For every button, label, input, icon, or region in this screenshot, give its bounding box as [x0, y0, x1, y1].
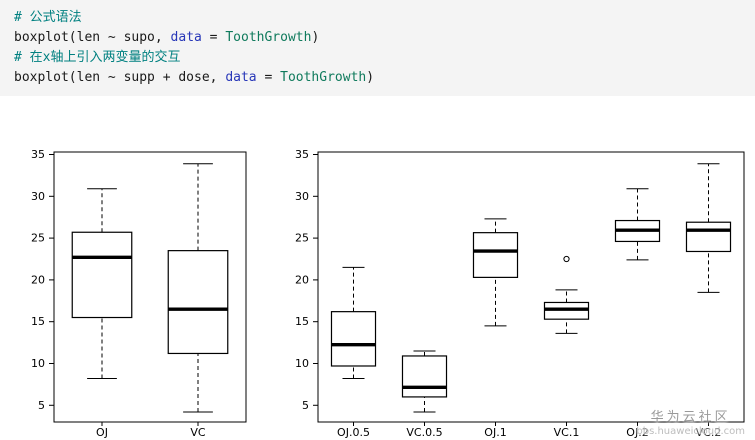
code-token: = — [201, 30, 226, 45]
watermark-title: 华为云社区 — [650, 410, 731, 425]
code-token: = — [256, 70, 281, 85]
svg-text:5: 5 — [302, 399, 309, 412]
svg-text:25: 25 — [31, 232, 45, 245]
svg-text:20: 20 — [31, 273, 45, 286]
svg-text:OJ.0.5: OJ.0.5 — [337, 426, 370, 439]
code-token: boxplot(len ~ supp + dose, — [14, 70, 226, 85]
svg-text:VC: VC — [190, 426, 206, 439]
code-line: # 公式语法 — [14, 8, 741, 28]
code-token: ) — [366, 70, 375, 85]
svg-text:30: 30 — [295, 190, 309, 203]
code-identifier: ToothGrowth — [225, 30, 312, 45]
svg-text:VC.0.5: VC.0.5 — [406, 426, 442, 439]
svg-text:35: 35 — [31, 148, 45, 161]
code-token: ) — [311, 30, 320, 45]
svg-text:35: 35 — [295, 148, 309, 161]
svg-text:30: 30 — [31, 190, 45, 203]
svg-text:5: 5 — [38, 399, 45, 412]
svg-text:25: 25 — [295, 232, 309, 245]
svg-text:VC.2: VC.2 — [696, 426, 722, 439]
watermark: 华为云社区 bbs.huaweicloud.com — [636, 406, 745, 437]
code-keyword: data — [170, 30, 202, 45]
svg-text:VC.1: VC.1 — [554, 426, 580, 439]
watermark-url: bbs.huaweicloud.com — [636, 426, 745, 437]
code-comment: # 在x轴上引入两变量的交互 — [14, 50, 181, 65]
svg-text:15: 15 — [31, 315, 45, 328]
code-identifier: ToothGrowth — [280, 70, 367, 85]
code-line: boxplot(len ~ supo, data = ToothGrowth) — [14, 28, 741, 48]
boxplot-supp-dose: 5 10 15 20 25 30 35 OJ.0.5 VC.0.5 OJ.1 VC.1 OJ.2 VC.… — [292, 140, 754, 440]
boxplot-supp: 5 10 15 20 25 30 35 OJ VC — [6, 140, 256, 440]
svg-text:OJ.2: OJ.2 — [626, 426, 648, 439]
code-block: # 公式语法 boxplot(len ~ supo, data = ToothG… — [0, 0, 755, 96]
svg-text:10: 10 — [295, 357, 309, 370]
code-line: # 在x轴上引入两变量的交互 — [14, 48, 741, 68]
svg-text:15: 15 — [295, 315, 309, 328]
charts-row: 5 10 15 20 25 30 35 OJ VC 5 10 15 20 25 30 35 OJ.0.5 VC.… — [0, 140, 755, 440]
code-comment: # 公式语法 — [14, 10, 82, 25]
code-keyword: data — [225, 70, 257, 85]
svg-text:OJ: OJ — [96, 426, 108, 439]
svg-text:20: 20 — [295, 273, 309, 286]
code-line: boxplot(len ~ supp + dose, data = ToothG… — [14, 68, 741, 88]
svg-text:10: 10 — [31, 357, 45, 370]
svg-text:OJ.1: OJ.1 — [484, 426, 506, 439]
code-token: boxplot(len ~ supo, — [14, 30, 171, 45]
